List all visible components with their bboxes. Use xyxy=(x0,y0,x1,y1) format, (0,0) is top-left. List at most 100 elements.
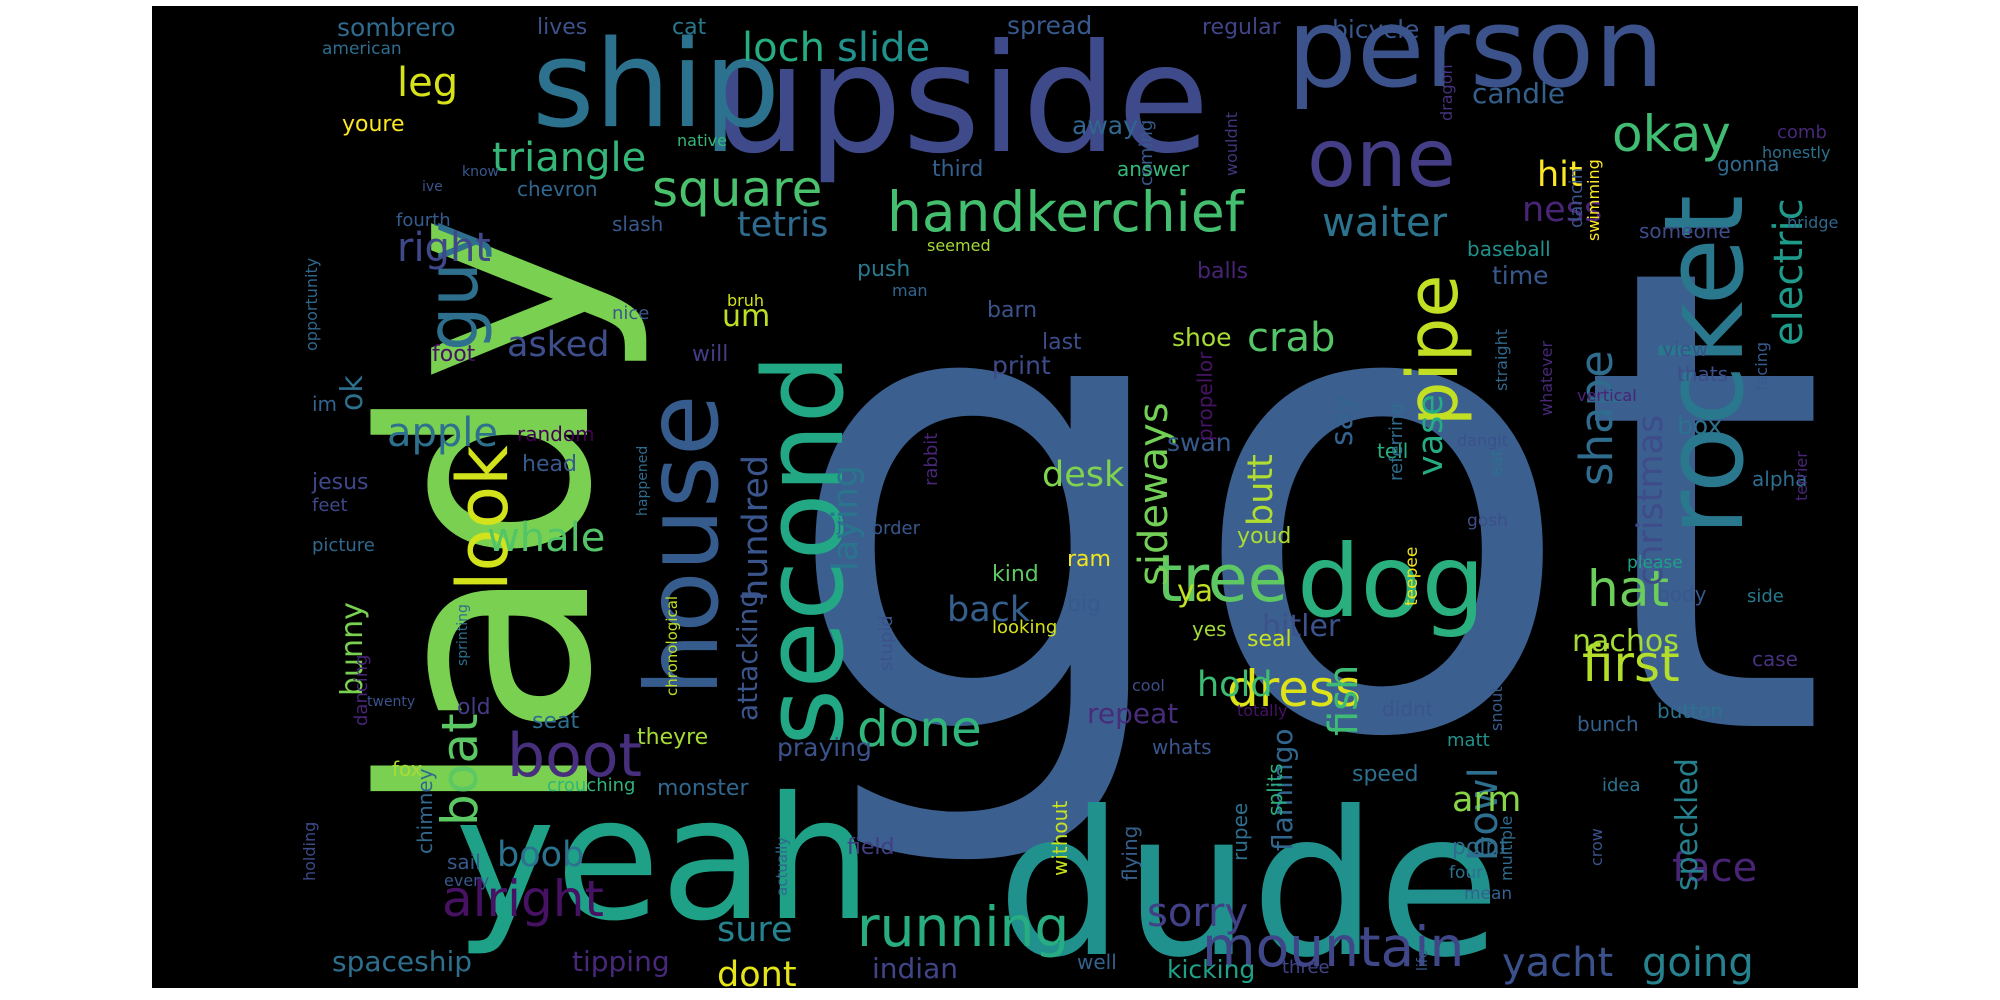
word-case: case xyxy=(1752,647,1798,671)
word-waiter: waiter xyxy=(1322,200,1448,246)
word-third: third xyxy=(932,157,983,182)
word-crouching: crouching xyxy=(547,775,635,796)
word-pipe: pipe xyxy=(1392,275,1474,426)
word-dancing: dancing xyxy=(351,654,372,726)
word-native: native xyxy=(677,131,727,150)
word-back: back xyxy=(947,590,1031,630)
word-idea: idea xyxy=(1602,775,1641,796)
word-look: look xyxy=(442,445,524,591)
word-upside: upside xyxy=(712,13,1210,187)
word-tipping: tipping xyxy=(572,945,670,978)
word-twenty: twenty xyxy=(367,694,415,710)
word-rabbit: rabbit xyxy=(921,433,942,486)
word-boot: boot xyxy=(507,721,642,791)
word-lady: lady xyxy=(323,215,655,818)
word-comb: comb xyxy=(1777,122,1827,143)
word-youre: youre xyxy=(342,112,405,137)
word-speckled: speckled xyxy=(1670,758,1705,891)
word-matt: matt xyxy=(1447,730,1490,751)
word-say: say xyxy=(1325,394,1360,446)
word-print: print xyxy=(992,351,1051,380)
cloud-background xyxy=(152,6,1858,988)
word-side: side xyxy=(1747,586,1784,607)
word-actually: actually xyxy=(773,837,791,896)
word-swan: swan xyxy=(1167,428,1232,457)
word-repeat: repeat xyxy=(1087,697,1178,730)
word-monster: monster xyxy=(657,776,749,801)
word-butt: butt xyxy=(1241,454,1281,526)
word-tree: tree xyxy=(1157,542,1288,617)
word-seat: seat xyxy=(532,709,579,734)
word-rocket: rocket xyxy=(1640,195,1768,536)
word-bunny: bunny xyxy=(335,602,370,696)
word-loch: loch xyxy=(742,25,825,71)
word-cat: cat xyxy=(672,15,707,40)
word-bridge: bridge xyxy=(1787,213,1838,232)
word-handkerchief: handkerchief xyxy=(887,180,1246,244)
word-happened: happened xyxy=(635,446,651,516)
word-okay: okay xyxy=(1612,105,1731,163)
word-seemed: seemed xyxy=(927,236,991,255)
word-youd: youd xyxy=(1237,524,1291,549)
word-whats: whats xyxy=(1152,735,1212,759)
word-coming: coming xyxy=(1136,120,1157,186)
word-leg: leg xyxy=(397,60,458,106)
word-know: know xyxy=(462,164,499,180)
word-feet: feet xyxy=(312,495,348,516)
word-gosh: gosh xyxy=(1467,511,1508,531)
word-ya: ya xyxy=(1177,574,1213,609)
word-bruh: bruh xyxy=(727,291,764,310)
word-going: going xyxy=(1642,940,1754,986)
word-well: well xyxy=(1077,950,1117,974)
word-ok: ok xyxy=(335,375,370,411)
word-random: random xyxy=(517,422,595,446)
word-arm: arm xyxy=(1452,780,1521,820)
word-propellor: propellor xyxy=(1193,351,1217,441)
word-alright: alright xyxy=(442,870,604,928)
word-box: box xyxy=(1677,411,1722,440)
word-house: house xyxy=(624,394,741,696)
word-ship: ship xyxy=(532,16,780,155)
word-person: person xyxy=(1287,6,1664,112)
word-head: head xyxy=(522,452,577,477)
word-dragon: dragon xyxy=(1437,64,1456,121)
word-gonna: gonna xyxy=(1717,152,1780,176)
word-apple: apple xyxy=(387,410,498,456)
word-multiple: multiple xyxy=(1497,816,1516,881)
word-time: time xyxy=(1492,261,1548,290)
word-candle: candle xyxy=(1472,77,1565,110)
word-crow: crow xyxy=(1587,828,1606,866)
word-bunch: bunch xyxy=(1577,712,1639,736)
word-mean: mean xyxy=(1464,884,1512,904)
word-foot: foot xyxy=(432,342,476,367)
word-man: man xyxy=(892,281,928,300)
word-second: second xyxy=(740,354,868,746)
word-electric: electric xyxy=(1766,198,1812,346)
word-referring: referring xyxy=(1386,403,1407,481)
word-alpha: alpha xyxy=(1752,467,1807,491)
word-snout: snout xyxy=(1487,686,1506,731)
word-yacht: yacht xyxy=(1502,940,1613,986)
word-chronological: chronological xyxy=(663,596,681,696)
word-crab: crab xyxy=(1247,315,1335,361)
word-right: right xyxy=(397,225,491,271)
word-spread: spread xyxy=(1007,11,1092,40)
word-slide: slide xyxy=(837,25,930,71)
word-sorry: sorry xyxy=(1147,890,1248,936)
word-cool: cool xyxy=(1132,676,1165,695)
word-sombrero: sombrero xyxy=(337,13,456,42)
word-dancin: dancin xyxy=(1566,168,1587,228)
word-someone: someone xyxy=(1639,219,1731,243)
word-view: view xyxy=(1662,337,1708,361)
word-done: done xyxy=(857,700,982,758)
word-cloud: got dude lady yeah upside ship person house seco… xyxy=(152,6,1858,988)
word-baseball: baseball xyxy=(1467,237,1551,261)
word-field: field xyxy=(847,835,894,860)
word-kind: kind xyxy=(992,562,1039,587)
word-kicking: kicking xyxy=(1167,955,1255,984)
word-ram: ram xyxy=(1067,547,1111,572)
word-dude: dude xyxy=(997,769,1501,988)
word-stupid: stupid xyxy=(876,615,897,671)
word-nice: nice xyxy=(612,303,649,324)
word-looking: looking xyxy=(992,617,1057,638)
